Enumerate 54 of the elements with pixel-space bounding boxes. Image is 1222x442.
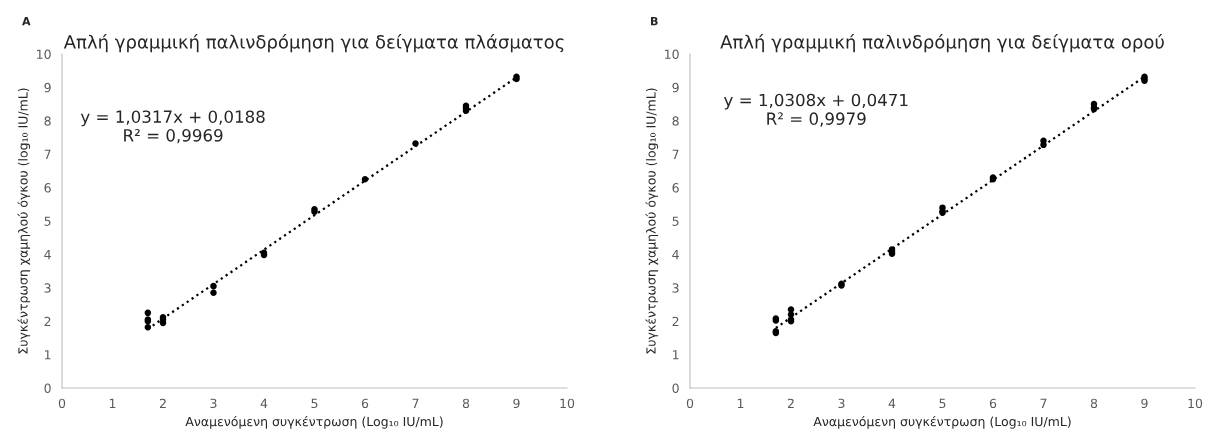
y-tick-label: 4 [672, 250, 679, 260]
x-tick-label: 1 [109, 398, 116, 408]
x-tick-label: 6 [989, 398, 997, 409]
x-axis-title: Αναμενόμενη συγκέντρωση (Log₁₀ IU/mL) [813, 416, 1071, 429]
text: B [651, 17, 658, 26]
y-tick-label: 3 [44, 283, 51, 293]
y-tick-label: 5 [672, 216, 679, 226]
text: A [22, 17, 31, 26]
y-tick-label: 2 [672, 316, 679, 326]
y-tick-label: 5 [44, 216, 51, 226]
x-tick-label: 2 [159, 398, 166, 408]
x-tick-label: 5 [939, 398, 946, 409]
y-tick-label: 1 [673, 350, 679, 360]
y-tick-label: 6 [44, 183, 51, 193]
x-axis-title: Αναμενόμενη συγκέντρωση (Log₁₀ IU/mL) [185, 416, 443, 429]
x-tick-label: 9 [513, 398, 520, 409]
y-tick-label: 1 [45, 350, 51, 360]
y-tick-label: 6 [672, 183, 679, 193]
y-tick-label: 3 [672, 283, 679, 293]
y-axis-title: Συγκέντρωση χαμηλού όγκου (log₁₀ IU/mL) [645, 88, 659, 354]
y-tick-label: 7 [44, 149, 51, 159]
x-tick-label: 6 [361, 398, 369, 409]
chart-title: Απλή γραμμική παλινδρόμηση για δείγματα πλάσματος [63, 34, 564, 53]
y-tick-label: 7 [672, 149, 679, 159]
x-tick-label: 10 [1188, 398, 1203, 409]
y-tick-label: 8 [44, 116, 51, 126]
x-tick-label: 7 [1040, 398, 1047, 408]
annotation: y = 1,0308x + 0,0471 R² = 0,9979 [724, 93, 908, 127]
y-tick-label: 4 [44, 250, 51, 260]
x-tick-label: 0 [686, 398, 694, 409]
x-tick-label: 3 [210, 398, 217, 409]
y-tick-label: 10 [37, 49, 51, 59]
y-tick-label: 10 [665, 49, 679, 59]
x-tick-label: 1 [737, 398, 744, 408]
annotation: y = 1,0317x + 0,0188 R² = 0,9969 [80, 110, 265, 144]
chart-title: Απλή γραμμική παλινδρόμηση για δείγματα ορού [720, 34, 1164, 53]
x-tick-label: 3 [838, 398, 845, 409]
x-tick-label: 5 [311, 398, 318, 409]
x-tick-label: 4 [260, 398, 268, 408]
x-tick-label: 8 [1090, 398, 1098, 409]
y-tick-label: 8 [672, 116, 679, 126]
x-tick-label: 2 [787, 398, 794, 408]
y-tick-label: 9 [44, 82, 51, 93]
y-tick-label: 2 [44, 316, 51, 326]
x-tick-label: 9 [1141, 398, 1148, 409]
y-axis-title: Συγκέντρωση χαμηλού όγκου (log₁₀ IU/mL) [17, 88, 31, 354]
x-tick-label: 8 [462, 398, 470, 409]
y-tick-label: 9 [672, 82, 679, 93]
x-tick-label: 7 [412, 398, 419, 408]
y-tick-label: 0 [672, 383, 679, 393]
x-tick-label: 4 [888, 398, 896, 408]
x-tick-label: 10 [560, 398, 575, 409]
y-tick-label: 0 [44, 383, 51, 393]
x-tick-label: 0 [58, 398, 66, 409]
